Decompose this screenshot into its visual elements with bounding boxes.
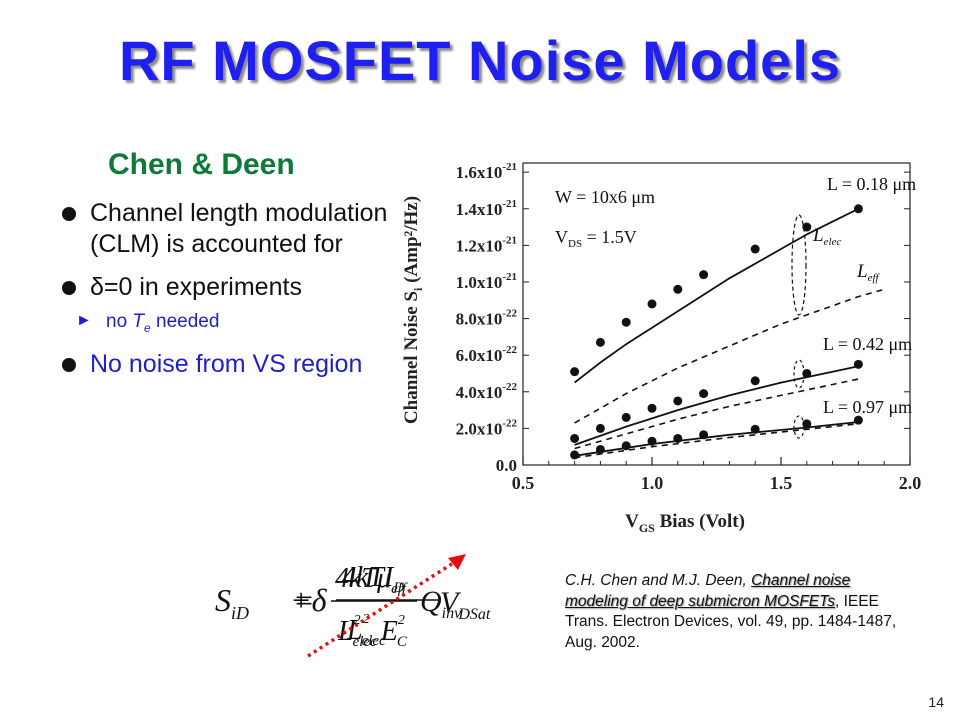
plot-frame [522, 162, 911, 466]
y-tick-label: 1.0x10-21 [456, 271, 517, 292]
x-tick-label: 0.5 [512, 473, 535, 493]
model-curve-lelec [574, 207, 859, 384]
x-tick-label: 1.0 [641, 473, 664, 493]
bullet-list: Channel length modulation (CLM) is accou… [62, 198, 392, 392]
model-curve-lelec [574, 365, 859, 446]
data-point [699, 389, 709, 399]
citation: C.H. Chen and M.J. Deen, Channel noise m… [565, 571, 910, 653]
y-tick-label: 6.0x10-22 [456, 344, 518, 365]
highlight-ellipse-l042 [793, 359, 805, 389]
bullet-text: Channel length modulation (CLM) is accou… [90, 199, 388, 258]
noise-chart-svg: 0.0 2.0x10-22 4.0x10-22 6.0x10-22 8.0x10-22 1… [401, 161, 922, 535]
highlight-ellipse-l097 [793, 415, 805, 439]
model-curve-leff [574, 423, 859, 459]
annotation-lelec: Lelec [812, 225, 841, 248]
model-curve-lelec [574, 421, 859, 457]
data-point [673, 396, 683, 406]
equation-term1-den: L2 elec [346, 612, 386, 649]
annotation-l097: L = 0.97 μm [823, 397, 912, 417]
annotation-l018: L = 0.18 μm [827, 174, 916, 194]
x-tick-label: 2.0 [899, 473, 922, 493]
equation-lhs: SiD [215, 582, 249, 623]
data-point [647, 299, 657, 309]
page-number: 14 [928, 694, 944, 710]
data-point [570, 433, 580, 443]
slide-title: RF MOSFET Noise Models [118, 29, 842, 92]
citation-paper-link[interactable]: Channel noise modeling of deep submicron… [565, 572, 851, 610]
bullet-vs-region: No noise from VS region [62, 349, 392, 380]
y-tick-label: 1.4x10-21 [456, 198, 517, 219]
y-tick-label: 1.6x10-21 [456, 161, 517, 182]
slide-subtitle: Chen & Deen [108, 148, 295, 181]
triangle-right-icon: ► [76, 312, 92, 329]
data-point [595, 337, 605, 347]
bullet-dot-icon [62, 357, 76, 372]
x-axis-label: VGS Bias (Volt) [625, 511, 745, 535]
noise-chart: 0.0 2.0x10-22 4.0x10-22 6.0x10-22 8.0x10-22 1… [395, 145, 955, 540]
data-point [621, 412, 631, 422]
annotation-vds: VDS = 1.5V [555, 227, 637, 250]
model-curve-leff [574, 378, 859, 450]
bullet-dot-icon [62, 281, 76, 295]
bullet-text: No noise from VS region [90, 349, 363, 378]
data-point [853, 204, 863, 214]
y-tick-label: 1.2x10-21 [456, 234, 517, 255]
sub-bullet-te: ► no Te needed [76, 311, 220, 335]
data-point [595, 423, 605, 433]
y-tick-label: 4.0x10-22 [456, 381, 518, 402]
y-tick-label: 2.0x10-22 [456, 417, 518, 438]
bullet-delta: δ=0 in experiments [62, 272, 392, 303]
x-tick-label: 1.5 [770, 473, 793, 493]
model-curve-leff [574, 288, 885, 424]
highlight-ellipse-l018 [791, 214, 807, 316]
data-point [647, 403, 657, 413]
data-point [750, 244, 760, 254]
data-point [802, 222, 812, 232]
equation-term1-num: 4kTμeff [335, 563, 408, 597]
noise-equation: SiD = 4kTμeff L2 elec Qinv [215, 563, 462, 649]
bullet-text: δ=0 in experiments [90, 273, 302, 301]
data-point [673, 284, 683, 294]
y-tick-label: 0.0 [496, 456, 517, 475]
annotation-l042: L = 0.42 μm [823, 334, 912, 354]
equation-term1-factor: Qinv [420, 585, 462, 622]
annotation-leff: Leff [856, 261, 881, 284]
bullet-clm: Channel length modulation (CLM) is accou… [62, 198, 392, 260]
citation-journal: , IEEE Trans. Electron Devices, vol. 49,… [565, 592, 897, 651]
equation-equals: = [295, 582, 313, 618]
bullet-dot-icon [62, 207, 76, 221]
citation-authors: C.H. Chen and M.J. Deen, [565, 572, 752, 589]
y-axis-label: Channel Noise Si (Amp²/Hz) [401, 196, 425, 424]
annotation-width: W = 10x6 μm [555, 187, 655, 207]
data-point [699, 270, 709, 280]
y-tick-label: 8.0x10-22 [456, 308, 518, 329]
data-point [621, 317, 631, 327]
data-point [750, 376, 760, 386]
data-point [853, 415, 863, 425]
data-point [570, 367, 580, 377]
